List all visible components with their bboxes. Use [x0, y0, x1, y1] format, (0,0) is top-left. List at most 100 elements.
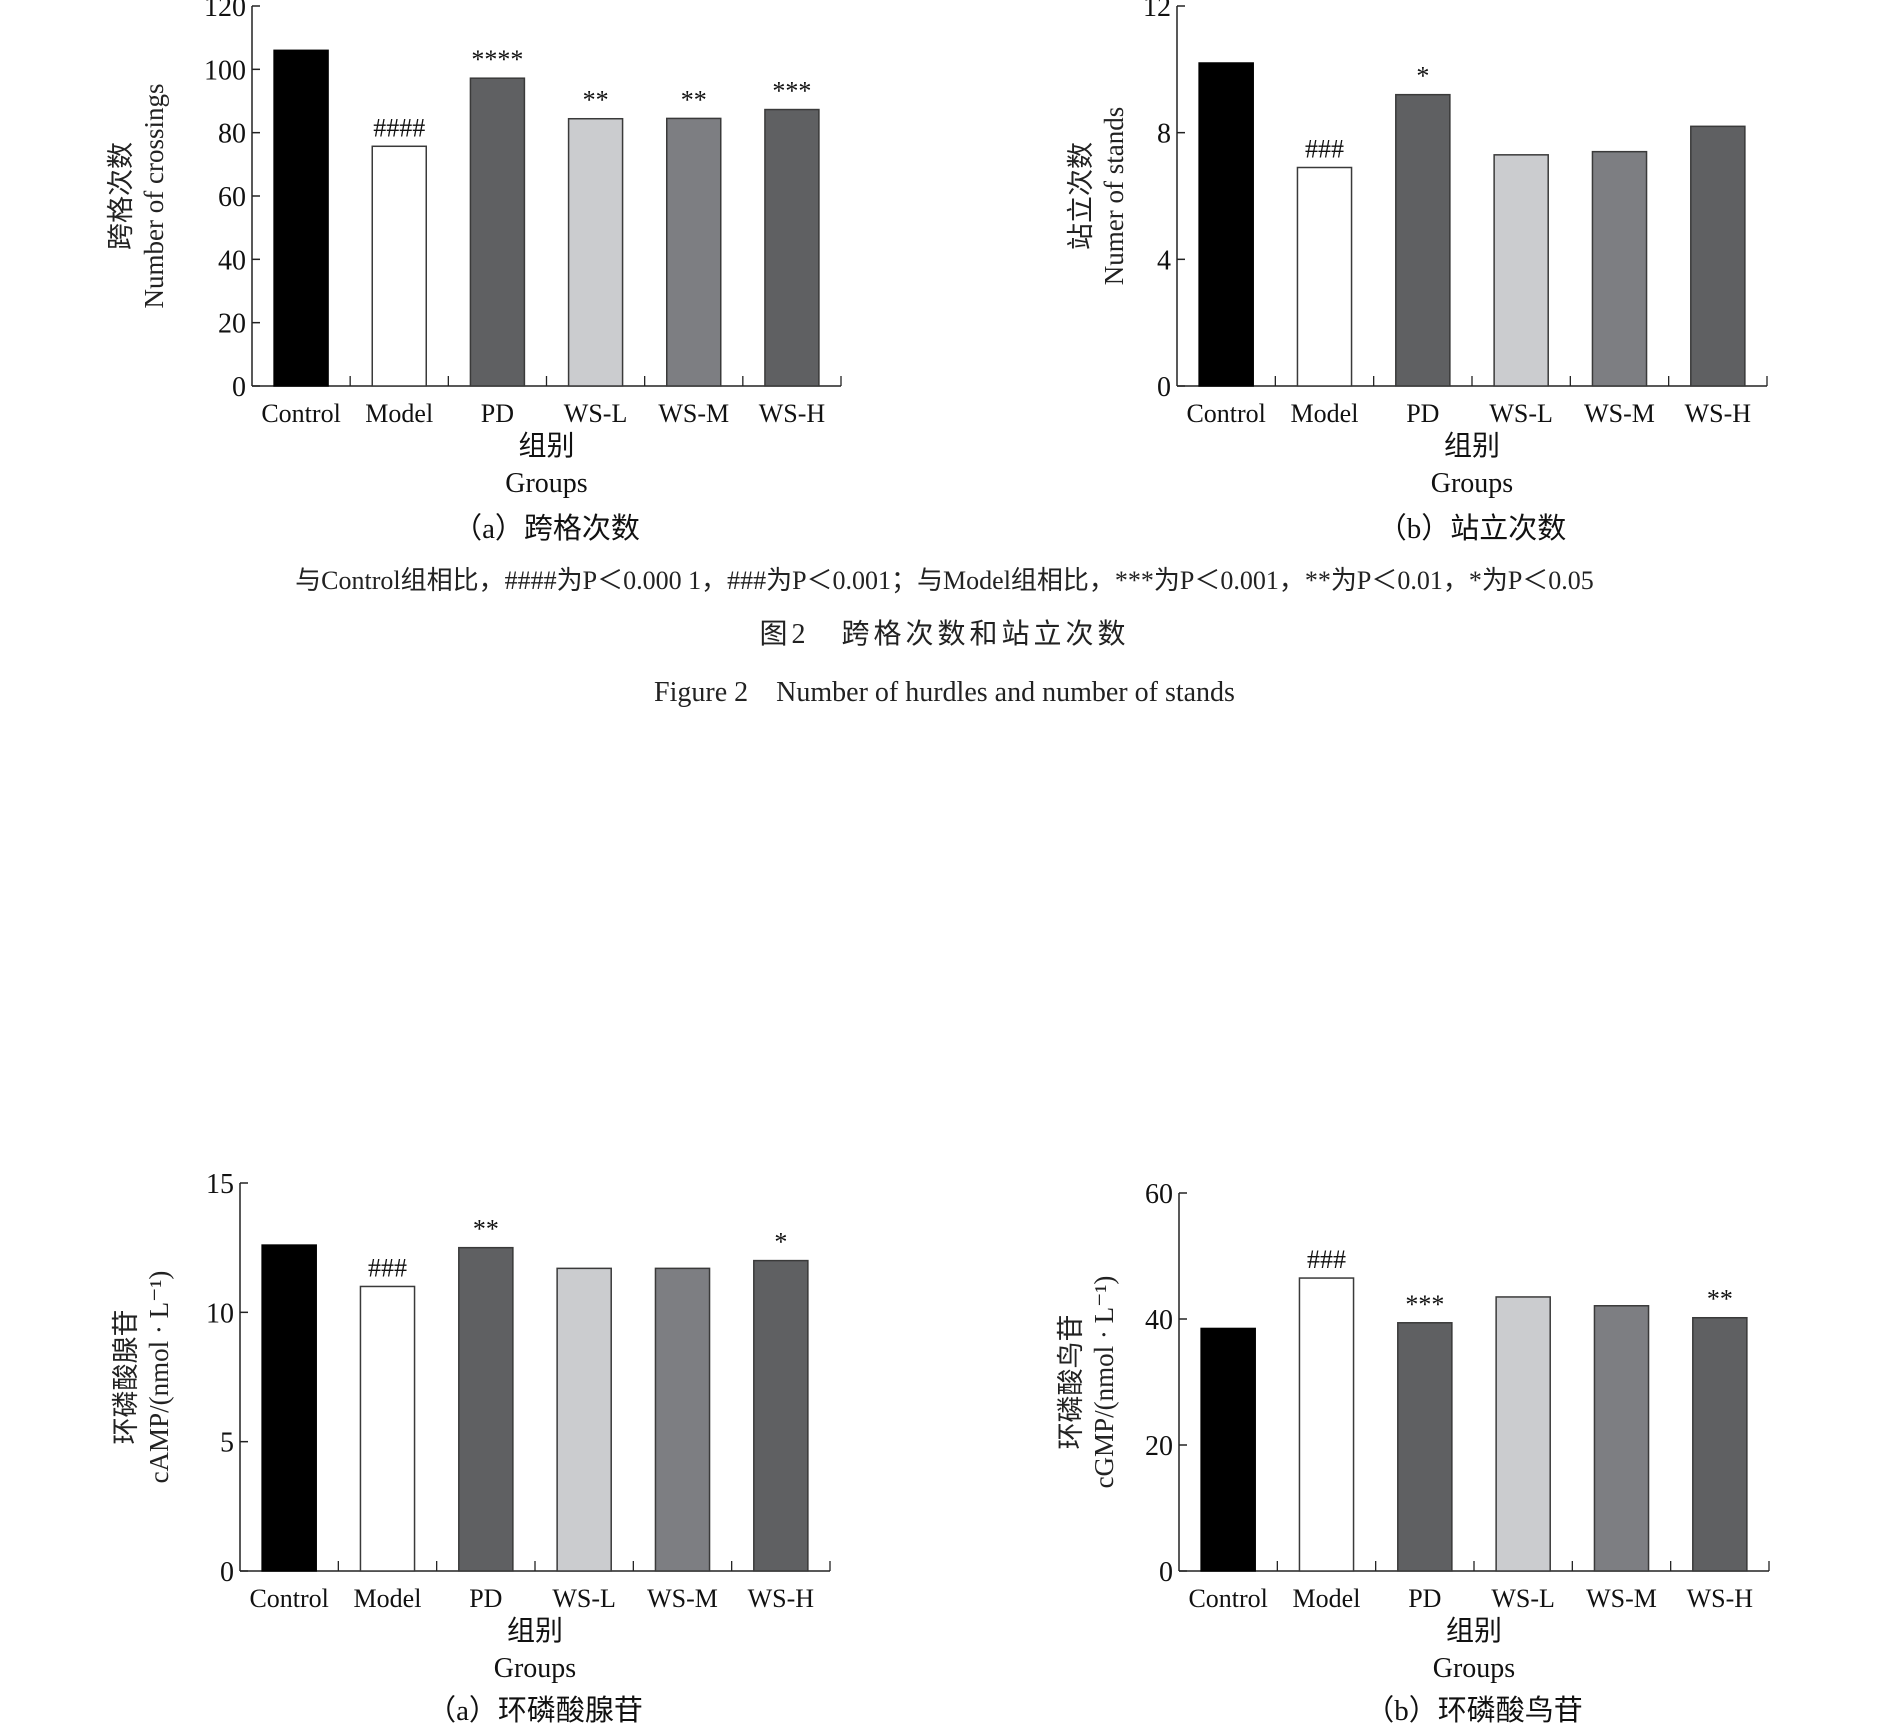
bar-pd [469, 77, 526, 387]
x-tick-label: Model [354, 1584, 422, 1613]
y-tick-label: 80 [218, 119, 246, 150]
x-tick-label: WS-H [1685, 399, 1752, 428]
x-tick-label: Model [1293, 1584, 1361, 1613]
y-tick-label: 20 [218, 309, 246, 340]
x-tick-label: WS-L [1489, 399, 1553, 428]
y-tick-label: 15 [206, 1169, 234, 1200]
bar-ws-m [666, 117, 722, 387]
x-axis-label-cn: 组别 [1446, 1615, 1502, 1647]
significance-mark: *** [772, 77, 811, 106]
y-tick-label: 120 [204, 0, 246, 23]
significance-note: 与Control组相比，####为P＜0.000 1，###为P＜0.001；与… [295, 566, 1594, 595]
bar-model [1296, 166, 1353, 387]
y-axis-label-en: Number of crossings [139, 84, 169, 309]
bar-ws-h [1692, 1316, 1748, 1572]
x-tick-label: Model [365, 399, 433, 428]
figure-title-en: Figure 2 Number of hurdles and number of… [654, 677, 1235, 708]
significance-mark: * [774, 1228, 787, 1257]
bar-ws-m [1591, 150, 1648, 387]
significance-mark: #### [373, 113, 425, 142]
x-axis-label-cn: 组别 [507, 1615, 563, 1647]
x-tick-label: PD [1408, 1584, 1441, 1613]
x-tick-label: WS-L [1491, 1584, 1555, 1613]
significance-mark: ** [473, 1215, 499, 1244]
bar-control [1198, 62, 1254, 387]
significance-mark: ### [1307, 1245, 1346, 1274]
bar-ws-h [1690, 125, 1746, 387]
x-tick-label: Control [1186, 399, 1265, 428]
y-tick-label: 20 [1145, 1431, 1173, 1462]
bar-control [1200, 1327, 1256, 1572]
bar-control [261, 1244, 317, 1572]
x-tick-label: WS-H [748, 1584, 815, 1613]
x-tick-label: WS-M [658, 399, 729, 428]
panel-subtitle: （a）环磷酸腺苷 [427, 1694, 643, 1726]
y-axis-label-cn: 跨格次数 [106, 142, 136, 250]
y-axis-label-cn: 环磷酸腺苷 [111, 1310, 141, 1445]
x-tick-label: WS-L [552, 1584, 616, 1613]
x-tick-label: Model [1291, 399, 1359, 428]
panel-subtitle: （b）站立次数 [1378, 512, 1567, 545]
y-axis-label-cn: 环磷酸鸟苷 [1056, 1315, 1086, 1450]
y-tick-label: 40 [218, 245, 246, 276]
x-tick-label: Control [261, 399, 340, 428]
x-tick-label: Control [249, 1584, 328, 1613]
x-axis-label-cn: 组别 [518, 430, 574, 462]
panel-subtitle: （a）跨格次数 [453, 512, 640, 545]
y-axis-label-en: cGMP/(nmol · L⁻¹) [1089, 1276, 1119, 1489]
significance-mark: **** [471, 45, 523, 74]
x-axis-label-en: Groups [1433, 1653, 1515, 1684]
x-axis-label-en: Groups [1431, 468, 1513, 499]
bar-ws-h [753, 1259, 809, 1572]
bar-pd [458, 1246, 514, 1572]
x-tick-label: WS-H [759, 399, 826, 428]
bar-ws-l [556, 1267, 612, 1572]
significance-mark: ### [1305, 135, 1344, 164]
x-axis-label-en: Groups [505, 468, 587, 499]
y-tick-label: 0 [1157, 372, 1171, 403]
y-tick-label: 60 [218, 182, 246, 213]
bar-pd [1395, 93, 1451, 387]
y-tick-label: 100 [204, 55, 246, 86]
bar-ws-m [654, 1267, 711, 1572]
bar-model [371, 145, 427, 387]
y-axis-label-cn: 站立次数 [1066, 142, 1096, 250]
x-axis-label-cn: 组别 [1444, 430, 1500, 462]
x-tick-label: PD [469, 1584, 502, 1613]
y-tick-label: 0 [1159, 1557, 1173, 1588]
y-tick-label: 12 [1143, 0, 1171, 23]
significance-mark: ** [681, 85, 707, 114]
y-tick-label: 8 [1157, 119, 1171, 150]
x-tick-label: WS-M [1586, 1584, 1657, 1613]
y-tick-label: 0 [220, 1557, 234, 1588]
bar-ws-m [1593, 1305, 1650, 1572]
significance-mark: ** [1707, 1285, 1733, 1314]
significance-mark: ** [583, 86, 609, 115]
bar-ws-l [1493, 154, 1549, 387]
x-tick-label: WS-M [647, 1584, 718, 1613]
significance-mark: * [1416, 62, 1429, 91]
y-tick-label: 4 [1157, 245, 1171, 276]
y-tick-label: 0 [232, 372, 246, 403]
y-tick-label: 5 [220, 1428, 234, 1459]
y-tick-label: 60 [1145, 1179, 1173, 1210]
y-axis-label-en: Numer of stands [1099, 107, 1129, 285]
significance-mark: *** [1405, 1290, 1444, 1319]
y-tick-label: 10 [206, 1298, 234, 1329]
x-axis-label-en: Groups [494, 1653, 576, 1684]
y-axis-label-en: cAMP/(nmol · L⁻¹) [144, 1271, 174, 1484]
bar-ws-l [1495, 1296, 1551, 1572]
x-tick-label: Control [1188, 1584, 1267, 1613]
x-tick-label: WS-L [564, 399, 628, 428]
bar-control [273, 49, 329, 387]
figure-title-cn: 图2 跨格次数和站立次数 [759, 619, 1130, 650]
bar-ws-l [567, 117, 624, 387]
x-tick-label: PD [1406, 399, 1439, 428]
bar-model [359, 1285, 416, 1572]
x-tick-label: PD [481, 399, 514, 428]
bar-ws-h [764, 108, 820, 387]
significance-mark: ### [368, 1253, 407, 1282]
bar-model [1298, 1277, 1355, 1572]
y-tick-label: 40 [1145, 1305, 1173, 1336]
